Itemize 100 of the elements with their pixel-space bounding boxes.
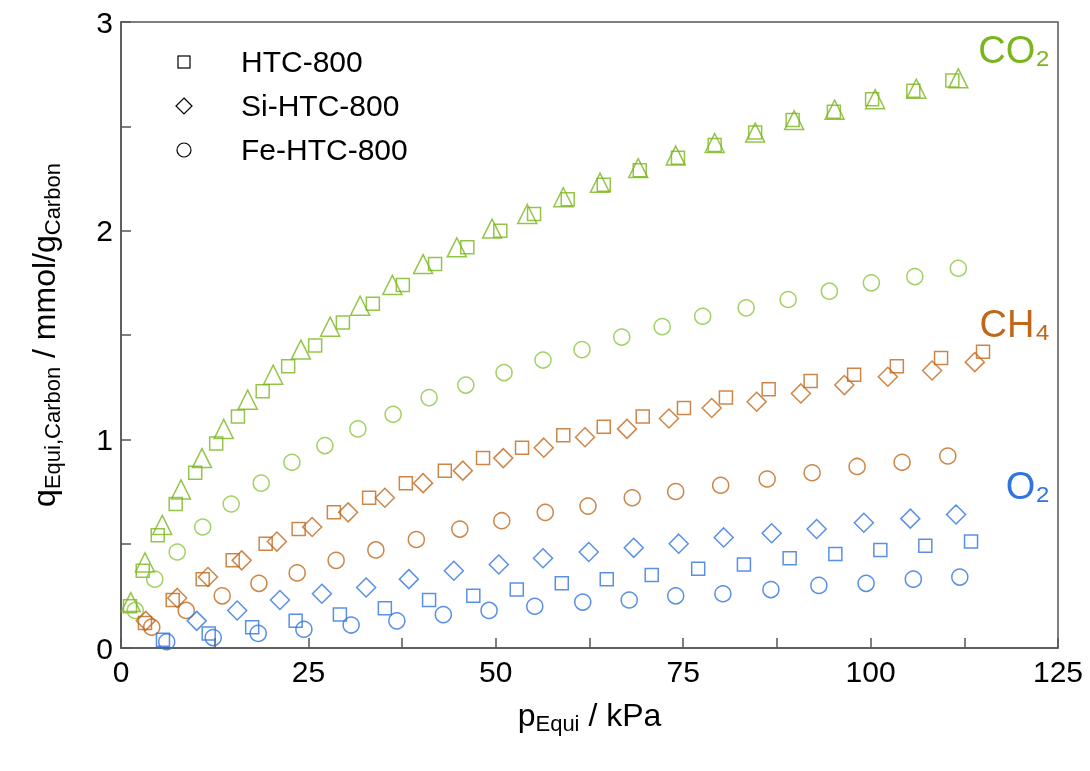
point xyxy=(556,427,571,443)
point xyxy=(258,536,273,551)
point xyxy=(713,527,734,548)
point xyxy=(135,563,150,579)
point xyxy=(374,487,396,509)
point xyxy=(244,619,260,635)
annotation: Fe-HTC-800 xyxy=(241,133,408,167)
point xyxy=(307,338,323,353)
point xyxy=(316,436,334,455)
point xyxy=(349,295,371,317)
y-tick-label: 0 xyxy=(96,631,113,665)
point xyxy=(288,613,303,629)
point xyxy=(434,605,453,624)
point xyxy=(280,359,296,374)
annotation: O₂ xyxy=(1005,465,1050,508)
point xyxy=(475,450,491,466)
point xyxy=(574,427,596,448)
point xyxy=(864,88,886,110)
point xyxy=(620,591,638,609)
point xyxy=(225,553,240,568)
point xyxy=(250,574,268,593)
point xyxy=(783,109,805,131)
point xyxy=(342,616,360,634)
point xyxy=(933,350,949,366)
point xyxy=(644,567,659,583)
point xyxy=(451,520,469,538)
point xyxy=(975,344,991,359)
point xyxy=(481,218,503,239)
point xyxy=(311,583,333,604)
point xyxy=(820,282,839,300)
point xyxy=(361,490,377,506)
point xyxy=(150,528,165,543)
point xyxy=(213,418,234,440)
point xyxy=(746,391,767,413)
point xyxy=(349,420,367,438)
point xyxy=(573,340,591,359)
point xyxy=(599,571,614,587)
point xyxy=(222,495,240,513)
point xyxy=(355,577,377,598)
point xyxy=(853,512,875,534)
point xyxy=(627,157,649,179)
point xyxy=(230,409,246,424)
point xyxy=(427,256,443,272)
point xyxy=(166,587,188,609)
point xyxy=(616,418,638,440)
x-tick-label: 50 xyxy=(479,654,513,688)
x-tick-label: 125 xyxy=(1032,654,1084,688)
point xyxy=(398,475,414,491)
point xyxy=(493,511,511,530)
point xyxy=(613,328,631,346)
point xyxy=(761,382,776,397)
y-tick-label: 3 xyxy=(96,5,113,39)
point xyxy=(718,390,734,405)
point xyxy=(509,582,525,597)
point xyxy=(420,388,438,407)
point xyxy=(412,472,434,494)
point xyxy=(398,568,420,590)
point xyxy=(553,187,574,208)
point xyxy=(736,557,752,572)
point xyxy=(806,518,827,540)
x-tick-label: 25 xyxy=(291,654,326,688)
point xyxy=(187,465,203,480)
point xyxy=(676,400,692,416)
point xyxy=(900,508,921,529)
point xyxy=(443,560,465,582)
point xyxy=(437,463,453,478)
point xyxy=(170,479,192,500)
point xyxy=(191,447,213,469)
point xyxy=(388,612,406,630)
point xyxy=(949,259,968,277)
point xyxy=(382,274,403,296)
point xyxy=(193,518,212,536)
point xyxy=(288,564,306,582)
point xyxy=(120,591,141,613)
point xyxy=(237,389,258,410)
point xyxy=(704,132,725,154)
point xyxy=(290,339,312,360)
point xyxy=(877,366,899,387)
y-tick-label: 1 xyxy=(96,422,113,456)
point xyxy=(197,566,219,588)
point xyxy=(365,296,381,311)
point xyxy=(810,576,828,595)
point xyxy=(319,316,341,337)
x-tick-label: 75 xyxy=(666,654,700,688)
point xyxy=(262,364,284,385)
point xyxy=(824,99,845,120)
point xyxy=(493,223,508,238)
point xyxy=(155,632,171,647)
point xyxy=(446,237,468,258)
point xyxy=(635,409,650,424)
point xyxy=(834,374,855,396)
point xyxy=(964,351,986,373)
point xyxy=(862,274,881,292)
point xyxy=(283,453,301,472)
point xyxy=(517,203,538,225)
point xyxy=(906,267,924,286)
point xyxy=(332,607,348,622)
point xyxy=(526,597,544,616)
point xyxy=(143,618,161,636)
point xyxy=(226,600,248,621)
